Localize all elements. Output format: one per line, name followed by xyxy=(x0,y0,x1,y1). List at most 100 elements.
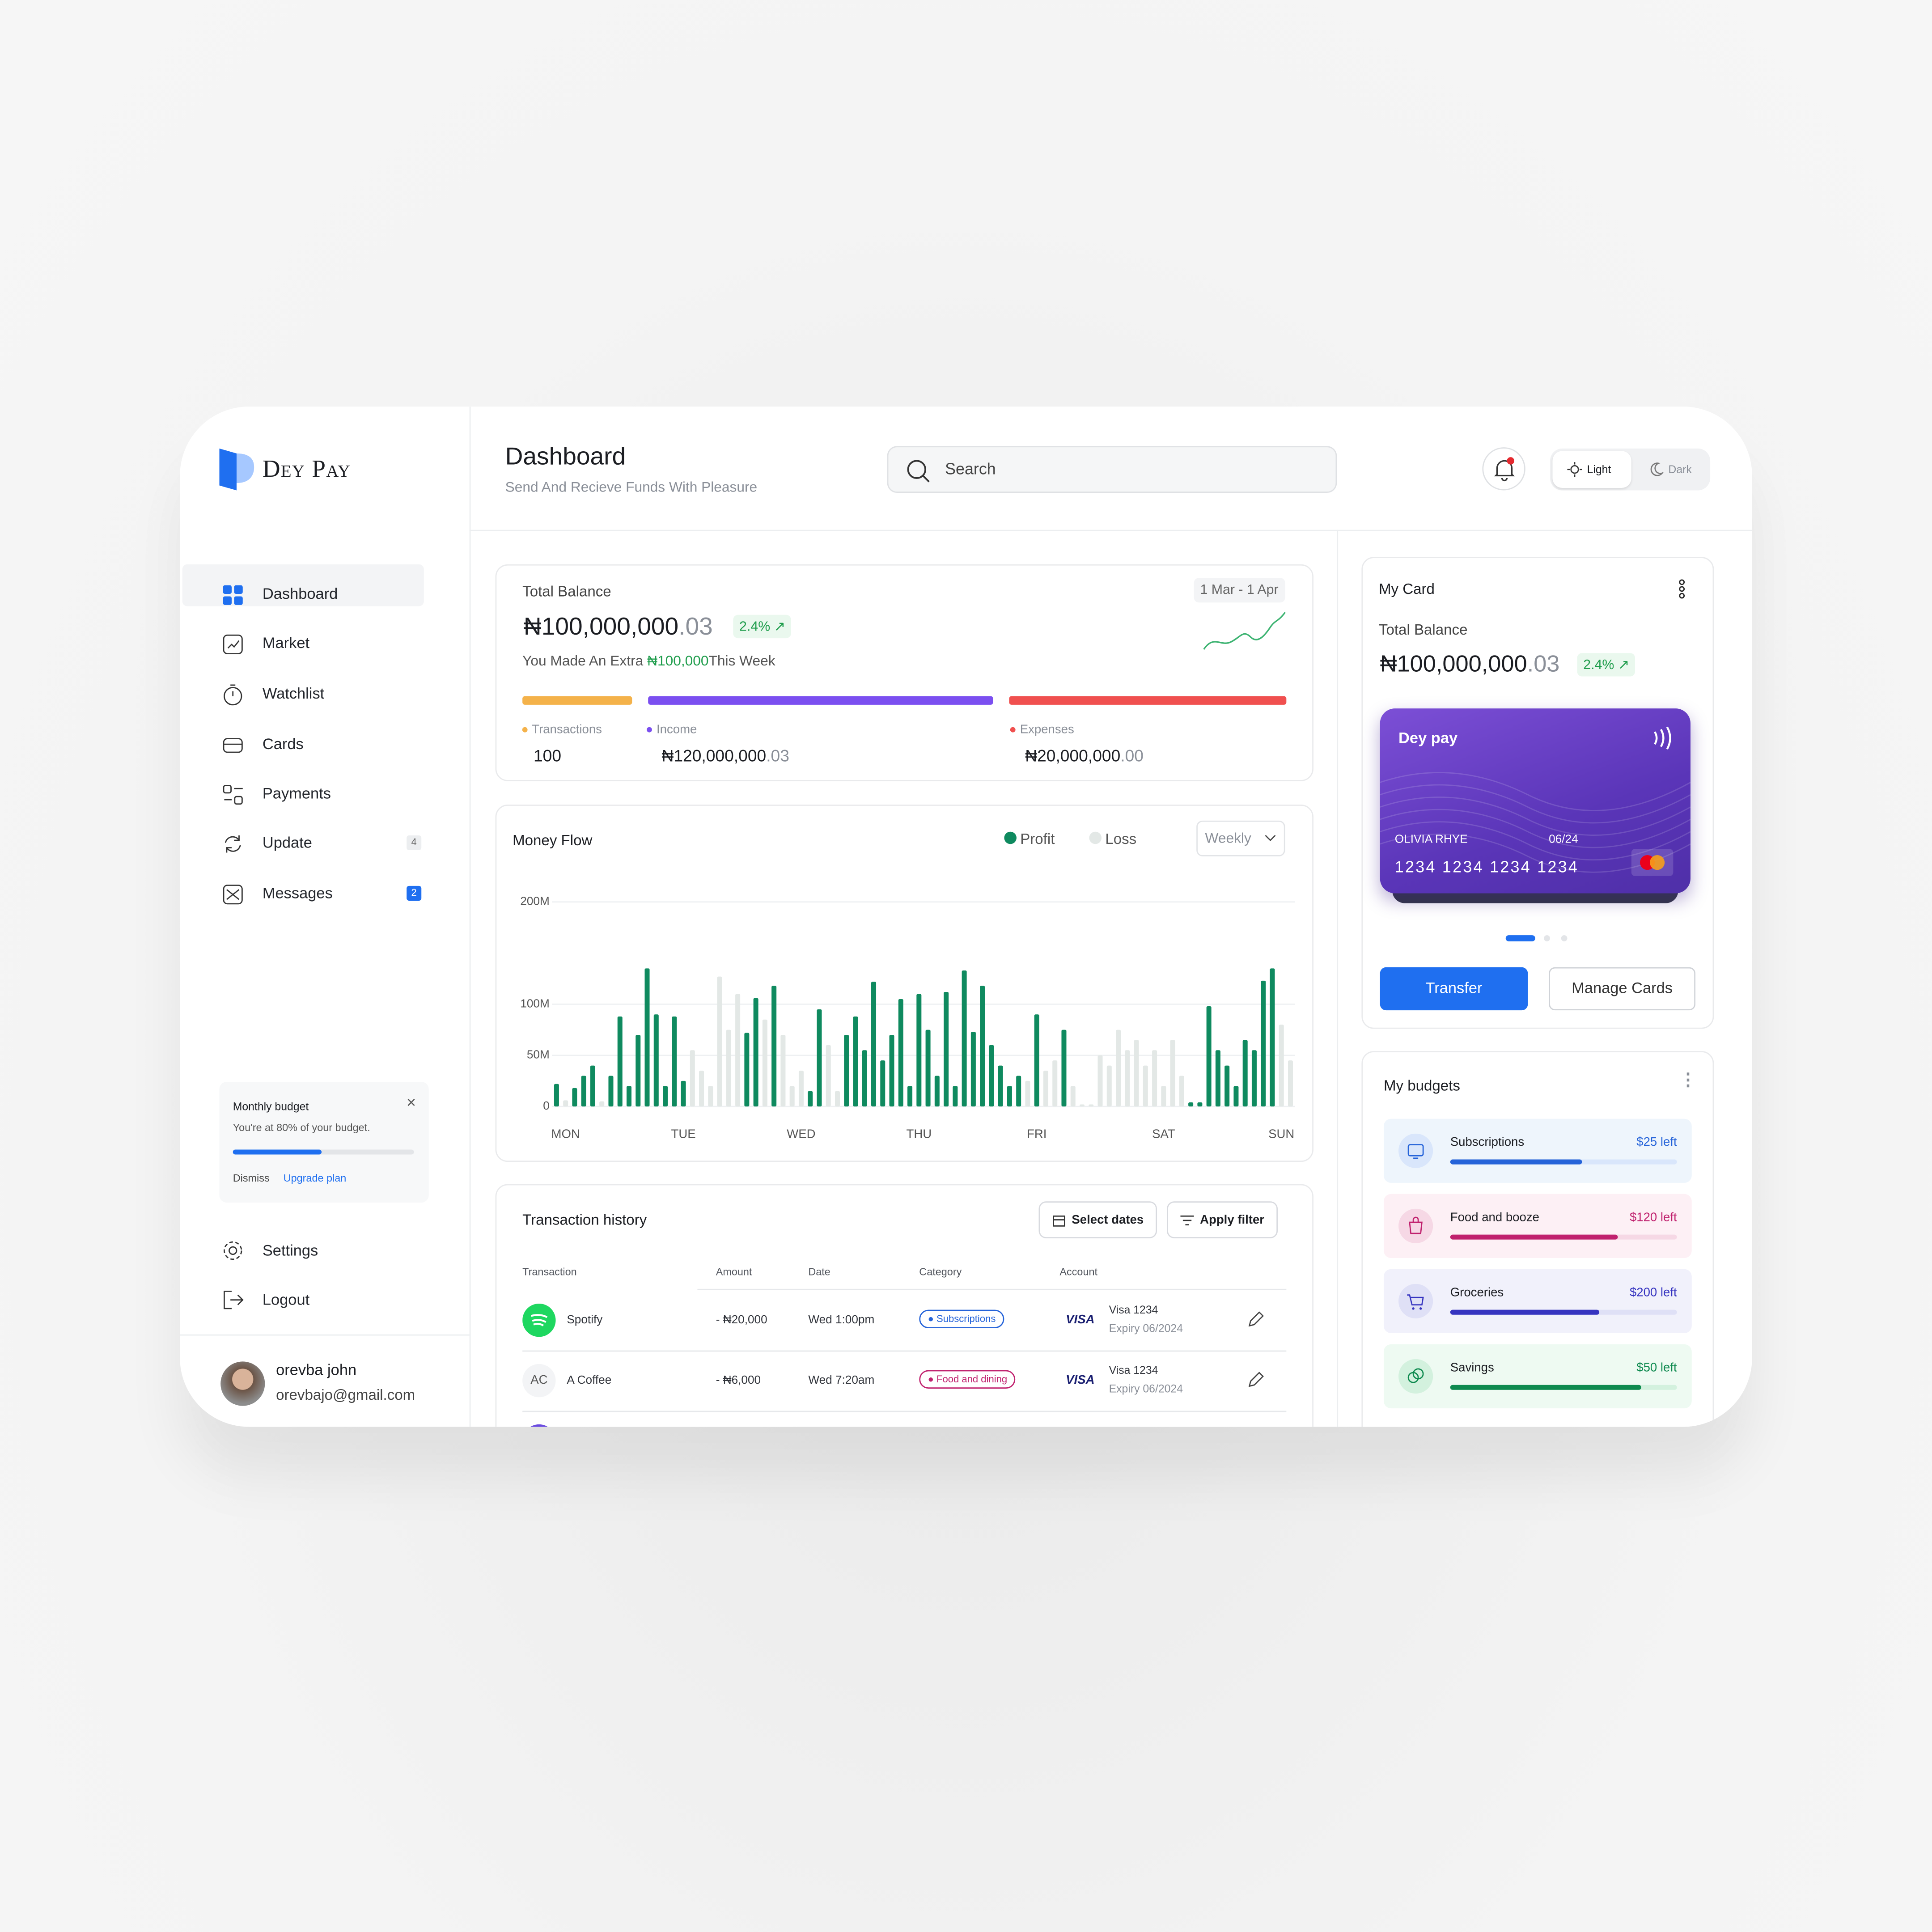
contactless-icon xyxy=(1654,726,1671,750)
change-pill: 2.4% ↗ xyxy=(1577,653,1636,677)
bar xyxy=(1016,1076,1021,1107)
pager-dot[interactable] xyxy=(1561,935,1568,941)
account-card: Visa 1234 xyxy=(1109,1364,1158,1377)
income-bar xyxy=(648,696,993,705)
expenses-bar xyxy=(1009,696,1287,705)
budget-item: Subscriptions $25 left xyxy=(1383,1119,1692,1183)
nav-item[interactable]: Messages xyxy=(262,885,333,902)
budget-left: $200 left xyxy=(1629,1286,1677,1300)
upgrade-link[interactable]: Upgrade plan xyxy=(283,1172,347,1184)
bar xyxy=(808,1091,813,1107)
bar xyxy=(771,986,777,1107)
bar xyxy=(871,982,877,1107)
nav-item[interactable]: Payments xyxy=(262,784,331,802)
row-divider xyxy=(522,1350,1287,1352)
my-card-title: My Card xyxy=(1378,580,1435,598)
stat-decimals: .00 xyxy=(1120,746,1144,765)
nav-item[interactable]: Update xyxy=(262,834,312,852)
period-dropdown[interactable]: Weekly xyxy=(1196,820,1285,856)
edit-icon[interactable] xyxy=(1247,1371,1264,1389)
bar xyxy=(970,1032,976,1107)
column-header: Account xyxy=(1059,1265,1098,1278)
transaction-amount: - ₦20,000 xyxy=(716,1313,767,1327)
transaction-name: A Coffee xyxy=(567,1373,612,1388)
select-dates-button[interactable]: Select dates xyxy=(1038,1201,1157,1238)
bar xyxy=(1052,1060,1058,1107)
menu-dots[interactable]: ⋮ xyxy=(1679,1069,1697,1089)
bar xyxy=(826,1045,831,1107)
bar xyxy=(636,1035,641,1107)
bar xyxy=(817,1009,822,1107)
stat-value: ₦20,000,000.00 xyxy=(1025,747,1144,765)
account-card: Visa 1234 xyxy=(1109,1303,1158,1316)
nav-item[interactable]: Watchlist xyxy=(262,685,325,703)
nav-badge: 4 xyxy=(407,835,422,851)
y-tick-label: 50M xyxy=(527,1048,550,1061)
notice-close[interactable]: × xyxy=(407,1093,416,1112)
chart-title: Money Flow xyxy=(513,831,593,849)
credit-card[interactable]: Dey pay OLIVIA RHYE 06/24 1234 1234 1234… xyxy=(1380,708,1690,894)
bar xyxy=(953,1086,958,1107)
bar xyxy=(1188,1102,1194,1107)
notice-track xyxy=(233,1149,414,1155)
search-box[interactable]: Search xyxy=(887,446,1337,493)
notice-text: You're at 80% of your budget. xyxy=(233,1121,370,1134)
pager-dot-active[interactable] xyxy=(1505,935,1535,941)
nav-icon xyxy=(223,634,243,654)
dismiss-link[interactable]: Dismiss xyxy=(233,1172,270,1184)
amount: ₦100,000,000 xyxy=(523,614,679,641)
budgets-title: My budgets xyxy=(1383,1076,1460,1094)
bar xyxy=(1251,1050,1257,1107)
bar xyxy=(1170,1040,1175,1107)
category: Subscriptions xyxy=(936,1313,996,1325)
notification-button[interactable] xyxy=(1482,447,1525,491)
row-divider xyxy=(697,1288,1287,1290)
nav-logout[interactable]: Logout xyxy=(262,1291,310,1309)
balance-note: You Made An Extra ₦100,000This Week xyxy=(522,654,775,669)
transaction-date: Wed 7:20am xyxy=(808,1373,875,1388)
bar xyxy=(1233,1086,1239,1107)
menu-dots[interactable] xyxy=(1678,579,1686,599)
legend-dot xyxy=(1089,831,1102,844)
x-tick-label: FRI xyxy=(1027,1127,1046,1141)
apply-filter-button[interactable]: Apply filter xyxy=(1167,1201,1278,1238)
bar xyxy=(681,1080,686,1107)
legend-label: Profit xyxy=(1020,830,1055,848)
bar xyxy=(898,999,903,1107)
bar xyxy=(1034,1014,1039,1107)
nav-item[interactable]: Cards xyxy=(262,735,304,753)
nav-settings[interactable]: Settings xyxy=(262,1242,318,1259)
manage-cards-button[interactable]: Manage Cards xyxy=(1549,967,1696,1011)
pager-dot[interactable] xyxy=(1544,935,1550,941)
bar xyxy=(1179,1076,1184,1107)
amount-decimals: .03 xyxy=(678,614,713,641)
amount: ₦100,000,000 xyxy=(1380,652,1527,678)
budget-track xyxy=(1450,1385,1677,1390)
bell-icon xyxy=(1494,457,1515,482)
column-header: Amount xyxy=(716,1265,752,1278)
budget-progress xyxy=(1450,1385,1641,1390)
nav-item[interactable]: Dashboard xyxy=(262,585,338,603)
theme-dark[interactable]: Dark xyxy=(1636,451,1708,488)
bar xyxy=(1089,1104,1094,1107)
sidebar-divider xyxy=(469,407,471,1427)
column-header: Transaction xyxy=(522,1265,577,1278)
transfer-button[interactable]: Transfer xyxy=(1380,967,1528,1011)
search-placeholder: Search xyxy=(945,459,996,478)
bar xyxy=(944,991,949,1107)
card-brand: VISA xyxy=(1066,1313,1095,1327)
bar xyxy=(1061,1030,1067,1107)
legend-label: Loss xyxy=(1105,830,1137,848)
nav-item[interactable]: Market xyxy=(262,634,310,652)
period-chip[interactable]: 1 Mar - 1 Apr xyxy=(1194,578,1285,603)
theme-light[interactable]: Light xyxy=(1552,451,1631,488)
budget-progress xyxy=(1450,1309,1600,1315)
bar xyxy=(599,1101,605,1107)
budget-item: Food and booze $120 left xyxy=(1383,1194,1692,1258)
category-tag: ● Food and dining xyxy=(919,1370,1016,1389)
edit-icon[interactable] xyxy=(1247,1311,1264,1328)
bar xyxy=(880,1060,886,1107)
change: 2.4% xyxy=(1583,658,1614,673)
